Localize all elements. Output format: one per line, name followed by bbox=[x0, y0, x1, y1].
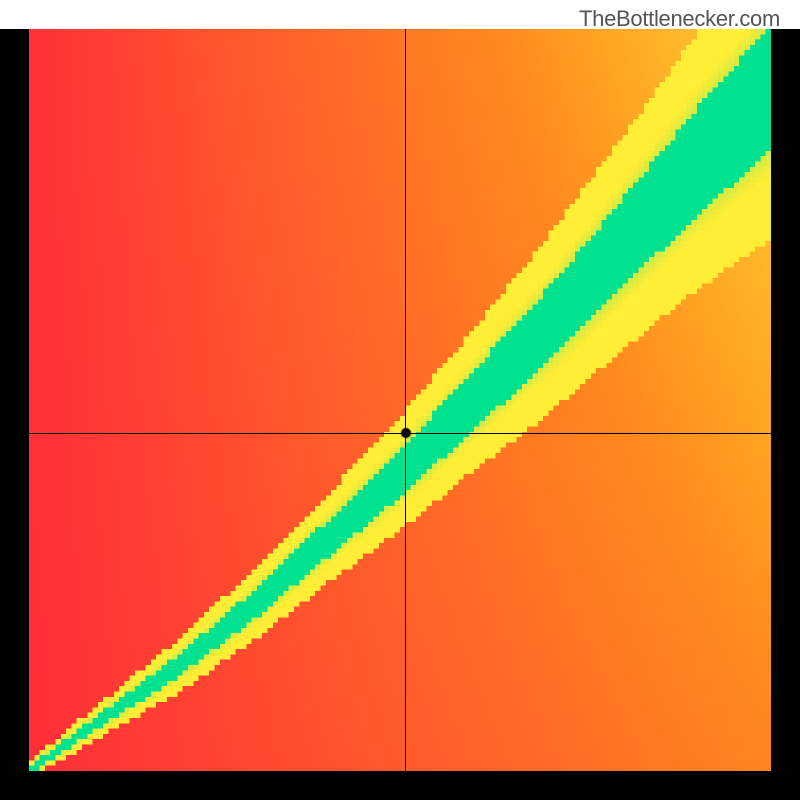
watermark-text: TheBottlenecker.com bbox=[579, 6, 780, 32]
chart-container: TheBottlenecker.com bbox=[0, 0, 800, 800]
crosshair-dot bbox=[400, 427, 412, 439]
crosshair-vertical bbox=[405, 29, 406, 771]
bottleneck-heatmap bbox=[29, 29, 771, 771]
